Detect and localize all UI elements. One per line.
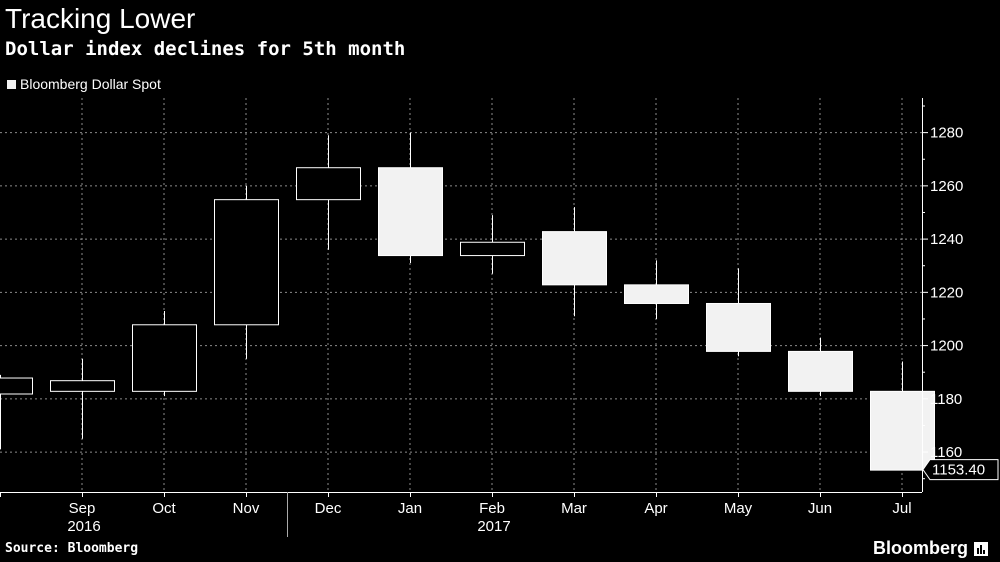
x-tick-label: Sep [69, 500, 96, 517]
y-tick-label: 1260 [930, 178, 963, 195]
x-tick-label: Oct [152, 500, 176, 517]
y-tick-label: 1200 [930, 338, 963, 355]
brand-name: Bloomberg [873, 538, 969, 558]
chart-subtitle: Dollar index declines for 5th month [5, 38, 406, 60]
chart-title: Tracking Lower [5, 3, 196, 34]
x-tick-label: Apr [644, 500, 667, 517]
candle-body [132, 324, 197, 392]
candle-body [624, 284, 689, 304]
y-tick-label: 1280 [930, 125, 963, 142]
brand-logo: Bloomberg [873, 538, 989, 559]
last-value-callout [922, 459, 999, 481]
bar-chart-icon [974, 541, 989, 556]
x-tick-label: Mar [561, 500, 587, 517]
year-label: 2016 [67, 518, 100, 535]
candle-body [870, 390, 935, 471]
y-tick-label: 1160 [930, 444, 962, 461]
candle-body [378, 167, 443, 257]
candle-body [542, 231, 607, 286]
candle-body [0, 377, 33, 395]
x-tick-label: Dec [315, 500, 342, 517]
last-value-label: 1153.40 [932, 462, 985, 479]
year-label: 2017 [477, 518, 510, 535]
candle-body [214, 199, 279, 326]
y-tick-label: 1180 [930, 391, 962, 408]
x-tick-label: May [724, 500, 753, 517]
candle-body [296, 167, 361, 201]
candle-body [788, 350, 853, 392]
legend-label: Bloomberg Dollar Spot [20, 76, 161, 92]
y-tick-label: 1240 [930, 231, 963, 248]
candle-body [460, 241, 525, 257]
source-note: Source: Bloomberg [5, 541, 139, 556]
x-tick-label: Jan [398, 500, 422, 517]
candle-body [706, 302, 771, 352]
y-tick-label: 1220 [930, 284, 963, 301]
x-tick-label: Jun [808, 500, 832, 517]
x-tick-label: Jul [892, 500, 911, 517]
legend: Bloomberg Dollar Spot [7, 76, 161, 92]
x-tick-label: Nov [233, 500, 260, 517]
legend-swatch [7, 79, 16, 89]
x-tick-label: Feb [479, 500, 505, 517]
candle-body [50, 380, 115, 392]
